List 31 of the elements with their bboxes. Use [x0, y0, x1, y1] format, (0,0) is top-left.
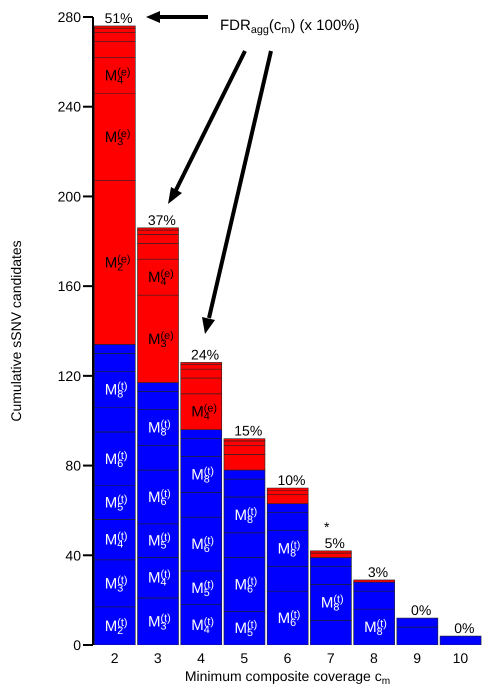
- y-tick-label: 280: [58, 8, 82, 25]
- annotation: 5%: [324, 534, 345, 551]
- bar: [94, 26, 136, 29]
- x-tick-label: 6: [284, 650, 292, 666]
- x-tick-label: 5: [240, 650, 248, 666]
- x-tick-label: 9: [413, 650, 422, 666]
- annotation: 37%: [148, 212, 176, 228]
- x-tick-label: 10: [452, 650, 468, 666]
- annotation: 3%: [368, 564, 388, 580]
- annotation: 15%: [234, 422, 262, 439]
- annotation: *: [324, 519, 330, 535]
- y-tick-label: 160: [58, 278, 82, 294]
- y-axis-title: Cumulative sSNV candidates: [8, 240, 24, 422]
- x-tick-label: 4: [197, 650, 206, 666]
- y-tick-label: 120: [58, 368, 82, 384]
- x-tick-label: 3: [154, 650, 162, 666]
- annotation: 10%: [277, 472, 306, 488]
- annotation: 24%: [191, 346, 220, 362]
- annotation: 0%: [411, 602, 432, 618]
- y-tick-label: 200: [58, 188, 82, 204]
- annotation: 51%: [104, 10, 133, 26]
- x-tick-label: 7: [326, 650, 335, 666]
- y-tick-label: 80: [65, 458, 82, 474]
- x-tick-label: 2: [110, 650, 119, 666]
- y-tick-label: 40: [65, 547, 82, 564]
- x-axis-title: Minimum composite coverage c$_{m}$: [184, 668, 390, 687]
- x-tick-label: 8: [370, 650, 378, 666]
- annotation: FDR$_{agg}$(c$_{m}$) (x 100%): [220, 17, 360, 36]
- y-tick-label: 0: [73, 636, 82, 653]
- y-tick-label: 240: [58, 98, 82, 115]
- annotation: 0%: [454, 620, 475, 636]
